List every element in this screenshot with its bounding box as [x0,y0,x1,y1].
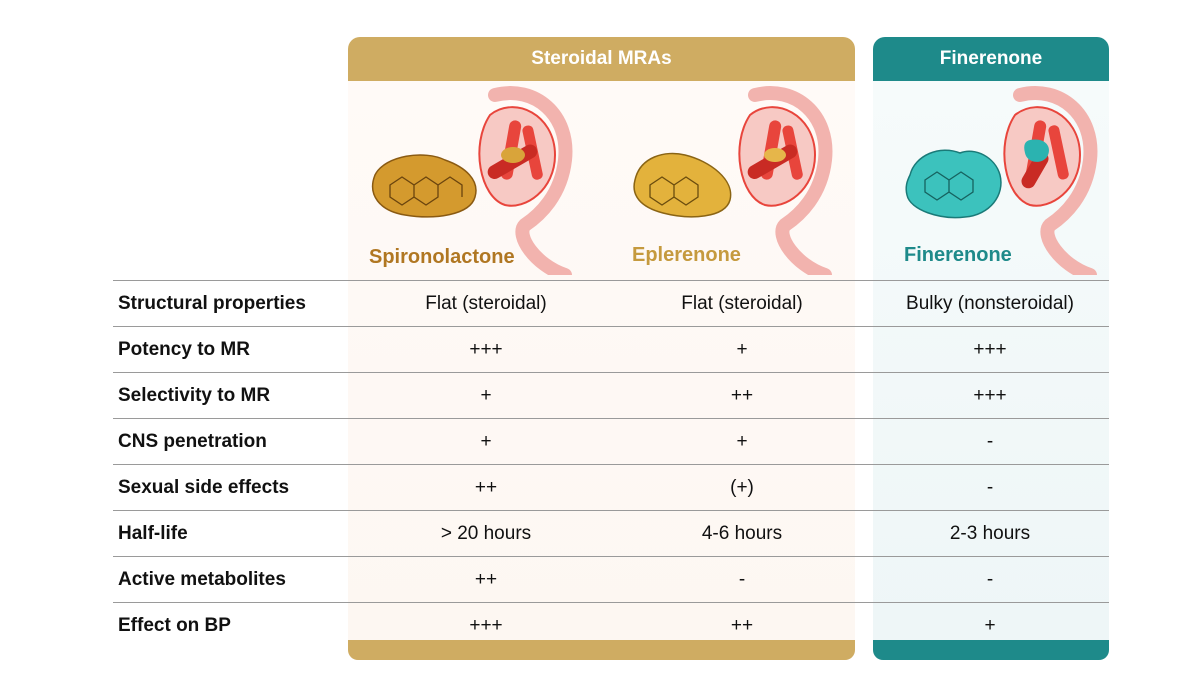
cell-spironolactone: ++ [474,568,498,590]
drug-name-finerenone: Finerenone [904,244,1012,266]
cell-eplerenone: ++ [730,384,754,406]
spironolactone-receptor-illustration [371,86,573,275]
table-row: Selectivity to MR + ++ +++ [113,372,1109,418]
steroidal-column-footer [348,640,855,660]
cell-finerenone: Bulky (nonsteroidal) [906,292,1074,314]
row-label: CNS penetration [118,430,267,452]
row-label: Selectivity to MR [118,384,271,406]
finerenone-header-label: Finerenone [939,48,1043,69]
cell-spironolactone: > 20 hours [440,522,532,544]
row-label: Effect on BP [118,614,231,636]
steroidal-mras-header: Steroidal MRAs [348,37,855,81]
row-label: Active metabolites [118,568,286,590]
cell-spironolactone: +++ [469,338,503,360]
cell-spironolactone: ++ [474,476,498,498]
cell-spironolactone: Flat (steroidal) [425,292,547,314]
cell-eplerenone: 4-6 hours [701,522,783,544]
cell-finerenone: + [984,614,996,636]
cell-finerenone: 2-3 hours [949,522,1031,544]
cell-finerenone: - [986,476,994,498]
finerenone-column-footer [873,640,1109,660]
cell-finerenone: +++ [973,384,1007,406]
table-row: Active metabolites ++ - - [113,556,1109,602]
finerenone-header: Finerenone [873,37,1109,81]
cell-eplerenone: Flat (steroidal) [681,292,803,314]
cell-spironolactone: + [480,430,492,452]
table-row: Potency to MR +++ + +++ [113,326,1109,372]
drug-name-eplerenone: Eplerenone [632,244,741,266]
row-label: Potency to MR [118,338,250,360]
cell-finerenone: - [986,430,994,452]
table-row: Structural properties Flat (steroidal) F… [113,280,1109,326]
row-label: Sexual side effects [118,476,290,498]
cell-eplerenone: + [736,338,748,360]
table-row: Sexual side effects ++ (+) - [113,464,1109,510]
comparison-table: Structural properties Flat (steroidal) F… [113,280,1109,648]
cell-finerenone: - [986,568,994,590]
eplerenone-receptor-illustration [633,86,833,275]
cell-finerenone: +++ [973,338,1007,360]
cell-eplerenone: ++ [730,614,754,636]
row-label: Structural properties [118,292,306,314]
cell-eplerenone: - [738,568,746,590]
steroidal-mras-label: Steroidal MRAs [531,48,672,69]
table-row: CNS penetration + + - [113,418,1109,464]
table-row: Effect on BP +++ ++ + [113,602,1109,648]
cell-spironolactone: +++ [469,614,503,636]
table-row: Half-life > 20 hours 4-6 hours 2-3 hours [113,510,1109,556]
finerenone-receptor-illustration [905,86,1098,275]
cell-spironolactone: + [480,384,492,406]
row-label: Half-life [118,522,188,544]
cell-eplerenone: + [736,430,748,452]
cell-eplerenone: (+) [730,476,754,498]
drug-name-spironolactone: Spironolactone [369,246,515,268]
